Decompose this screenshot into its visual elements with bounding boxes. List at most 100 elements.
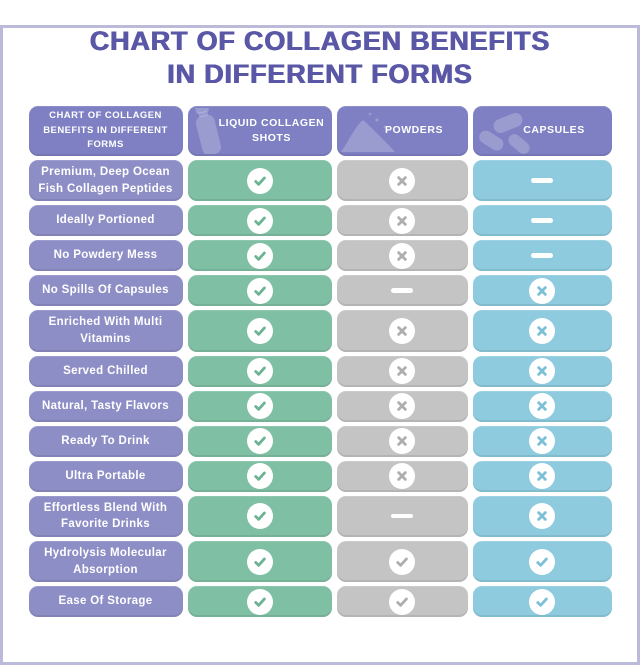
cross-icon bbox=[389, 428, 415, 455]
value-cell-capsules bbox=[472, 425, 612, 457]
check-icon bbox=[246, 317, 273, 344]
value-cell-liquid bbox=[187, 390, 332, 422]
check-icon bbox=[246, 503, 273, 530]
dash-icon bbox=[391, 513, 413, 519]
row-label-cell: Ease Of Storage bbox=[28, 586, 183, 618]
row-label: Effortless Blend With Favorite Drinks bbox=[43, 501, 168, 531]
check-icon bbox=[246, 428, 273, 455]
check-icon bbox=[246, 207, 273, 234]
value-cell-capsules bbox=[472, 390, 612, 422]
value-cell-powders bbox=[336, 460, 468, 492]
check-icon bbox=[246, 463, 273, 490]
cross-icon bbox=[389, 167, 415, 194]
value-cell-powders bbox=[336, 275, 468, 307]
row-label-cell: Ideally Portioned bbox=[28, 205, 183, 237]
table-row: Hydrolysis Molecular Absorption bbox=[28, 540, 612, 583]
cross-icon bbox=[389, 317, 415, 344]
table-row: Ideally Portioned bbox=[28, 205, 612, 237]
row-label: No Spills Of Capsules bbox=[42, 284, 169, 297]
cross-icon bbox=[389, 207, 415, 234]
row-label: No Powdery Mess bbox=[53, 249, 158, 262]
dash-icon bbox=[531, 178, 553, 183]
value-cell-capsules bbox=[472, 275, 612, 307]
value-cell-capsules bbox=[472, 460, 612, 492]
row-label-cell: Natural, Tasty Flavors bbox=[28, 390, 183, 422]
value-cell-powders bbox=[336, 586, 468, 618]
value-cell-capsules bbox=[472, 540, 612, 583]
value-cell-liquid bbox=[187, 425, 332, 457]
dash-icon bbox=[531, 218, 553, 223]
table-row: Ease Of Storage bbox=[28, 586, 612, 618]
table-header-row: CHART OF COLLAGEN BENEFITS IN DIFFERENT … bbox=[28, 105, 612, 156]
dash-icon bbox=[531, 253, 553, 258]
row-label: Premium, Deep Ocean Fish Collagen Peptid… bbox=[38, 165, 173, 195]
row-label-cell: No Spills Of Capsules bbox=[28, 275, 183, 307]
cross-icon bbox=[529, 428, 555, 455]
capsules-icon bbox=[475, 108, 531, 154]
column-header-cell-powders: POWDERS bbox=[336, 105, 468, 156]
check-icon bbox=[246, 358, 273, 385]
value-cell-liquid bbox=[187, 540, 332, 583]
cross-icon bbox=[529, 503, 555, 530]
value-cell-capsules bbox=[472, 205, 612, 237]
page-title-line-2: IN DIFFERENT FORMS bbox=[167, 58, 473, 89]
value-cell-powders bbox=[336, 240, 468, 272]
row-label-cell: Served Chilled bbox=[28, 355, 183, 387]
comparison-table: CHART OF COLLAGEN BENEFITS IN DIFFERENT … bbox=[28, 105, 612, 618]
row-label-cell: No Powdery Mess bbox=[28, 240, 183, 272]
value-cell-powders bbox=[336, 355, 468, 387]
check-icon bbox=[529, 548, 555, 575]
table-row: Natural, Tasty Flavors bbox=[28, 390, 612, 422]
row-label: Natural, Tasty Flavors bbox=[41, 399, 169, 412]
cross-icon bbox=[529, 277, 555, 304]
value-cell-liquid bbox=[187, 205, 332, 237]
value-cell-liquid bbox=[187, 310, 332, 352]
check-icon bbox=[246, 242, 273, 269]
value-cell-powders bbox=[336, 495, 468, 537]
cross-icon bbox=[529, 358, 555, 385]
table-row: Enriched With Multi Vitamins bbox=[28, 310, 612, 352]
table-row: No Powdery Mess bbox=[28, 240, 612, 272]
column-header-label: POWDERS bbox=[384, 124, 444, 137]
row-label-cell: Hydrolysis Molecular Absorption bbox=[28, 540, 183, 583]
page-title: CHART OF COLLAGEN BENEFITS IN DIFFERENT … bbox=[0, 25, 640, 91]
row-label: Ready To Drink bbox=[61, 434, 150, 447]
check-icon bbox=[529, 588, 555, 615]
check-icon bbox=[246, 588, 273, 615]
value-cell-capsules bbox=[472, 586, 612, 618]
column-header-cell-liquid: LIQUID COLLAGEN SHOTS bbox=[187, 105, 332, 156]
check-icon bbox=[389, 588, 415, 615]
row-label: Ideally Portioned bbox=[56, 214, 155, 227]
value-cell-powders bbox=[336, 159, 468, 202]
table-row: Ready To Drink bbox=[28, 425, 612, 457]
table-row: Served Chilled bbox=[28, 355, 612, 387]
row-label-cell: Ultra Portable bbox=[28, 460, 183, 492]
cross-icon bbox=[389, 358, 415, 385]
corner-header-label: CHART OF COLLAGEN BENEFITS IN DIFFERENT … bbox=[43, 109, 168, 151]
value-cell-liquid bbox=[187, 240, 332, 272]
table-row: No Spills Of Capsules bbox=[28, 275, 612, 307]
table-row: Effortless Blend With Favorite Drinks bbox=[28, 495, 612, 537]
page-title-line-1: CHART OF COLLAGEN BENEFITS bbox=[89, 26, 551, 56]
value-cell-capsules bbox=[472, 310, 612, 352]
powder-icon bbox=[339, 108, 395, 154]
cross-icon bbox=[389, 393, 415, 420]
check-icon bbox=[246, 277, 273, 304]
value-cell-capsules bbox=[472, 240, 612, 272]
row-label-cell: Ready To Drink bbox=[28, 425, 183, 457]
row-label: Served Chilled bbox=[63, 364, 148, 377]
value-cell-capsules bbox=[472, 159, 612, 202]
value-cell-liquid bbox=[187, 495, 332, 537]
value-cell-liquid bbox=[187, 275, 332, 307]
bottle-icon bbox=[190, 107, 246, 154]
value-cell-capsules bbox=[472, 495, 612, 537]
value-cell-liquid bbox=[187, 159, 332, 202]
value-cell-powders bbox=[336, 205, 468, 237]
check-icon bbox=[246, 393, 273, 420]
value-cell-powders bbox=[336, 390, 468, 422]
table-row: Premium, Deep Ocean Fish Collagen Peptid… bbox=[28, 159, 612, 202]
column-header-label: LIQUID COLLAGEN SHOTS bbox=[218, 116, 325, 144]
value-cell-liquid bbox=[187, 586, 332, 618]
column-header-label: CAPSULES bbox=[523, 124, 585, 137]
value-cell-liquid bbox=[187, 355, 332, 387]
